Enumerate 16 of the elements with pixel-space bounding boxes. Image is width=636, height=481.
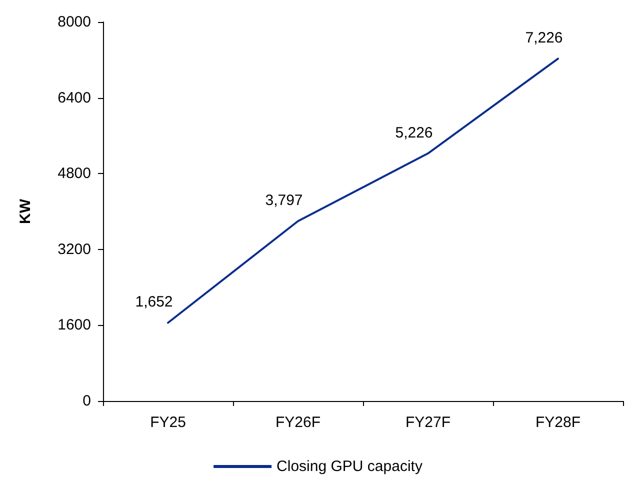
data-label: 3,797 xyxy=(265,192,303,210)
y-tick-label: 4800 xyxy=(58,165,91,182)
x-tick-label: FY28F xyxy=(535,414,581,431)
data-label: 5,226 xyxy=(395,124,433,142)
y-tick-label: 3200 xyxy=(58,240,91,258)
y-tick-label: 6400 xyxy=(58,89,91,106)
y-tick-label: 1600 xyxy=(58,316,91,334)
y-tick-label: 8000 xyxy=(58,14,91,30)
y-tick-label: 0 xyxy=(82,392,91,410)
legend-label: Closing GPU capacity xyxy=(276,458,423,475)
x-tick-label: FY25 xyxy=(150,414,186,431)
data-label: 7,226 xyxy=(525,30,563,47)
y-axis-title: KW xyxy=(17,198,34,224)
data-label: 1,652 xyxy=(135,294,173,311)
x-tick-label: FY26F xyxy=(275,414,321,431)
x-tick-label: FY27F xyxy=(405,414,451,431)
